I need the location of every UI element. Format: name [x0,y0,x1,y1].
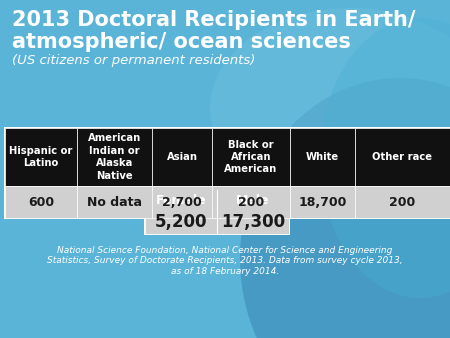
Bar [77,186,152,218]
Text: 18,700: 18,700 [298,195,346,209]
Text: 200: 200 [389,195,416,209]
Bar [290,186,355,218]
Bar [144,189,290,235]
Bar [145,210,289,234]
Text: No data: No data [87,195,142,209]
Text: Black or
African
American: Black or African American [225,140,278,174]
Bar [5,186,77,218]
Bar [5,128,77,186]
Bar [152,186,212,218]
Bar [152,128,212,186]
Bar [212,128,290,186]
Text: Female: Female [156,193,206,207]
Ellipse shape [240,78,450,338]
Text: Other race: Other race [373,152,432,162]
Text: Male: Male [236,193,270,207]
Text: 2,700: 2,700 [162,195,202,209]
Text: (US citizens or permanent residents): (US citizens or permanent residents) [12,54,256,67]
Bar [145,190,289,210]
Bar [290,128,355,186]
Bar [355,186,450,218]
Bar [77,128,152,186]
Text: American
Indian or
Alaska
Native: American Indian or Alaska Native [88,134,141,180]
Bar [355,128,450,186]
Text: White: White [306,152,339,162]
Ellipse shape [210,8,450,208]
Bar [212,186,290,218]
Text: atmospheric/ ocean sciences: atmospheric/ ocean sciences [12,32,351,52]
Text: National Science Foundation, National Center for Science and Engineering
Statist: National Science Foundation, National Ce… [47,246,403,276]
Text: Hispanic or
Latino: Hispanic or Latino [9,146,73,168]
Text: 2013 Doctoral Recipients in Earth/: 2013 Doctoral Recipients in Earth/ [12,10,415,30]
Text: 5,200: 5,200 [155,213,207,231]
Text: 600: 600 [28,195,54,209]
Text: Asian: Asian [166,152,198,162]
Text: 17,300: 17,300 [221,213,285,231]
Text: 200: 200 [238,195,264,209]
Bar [4,127,450,219]
Ellipse shape [320,18,450,298]
